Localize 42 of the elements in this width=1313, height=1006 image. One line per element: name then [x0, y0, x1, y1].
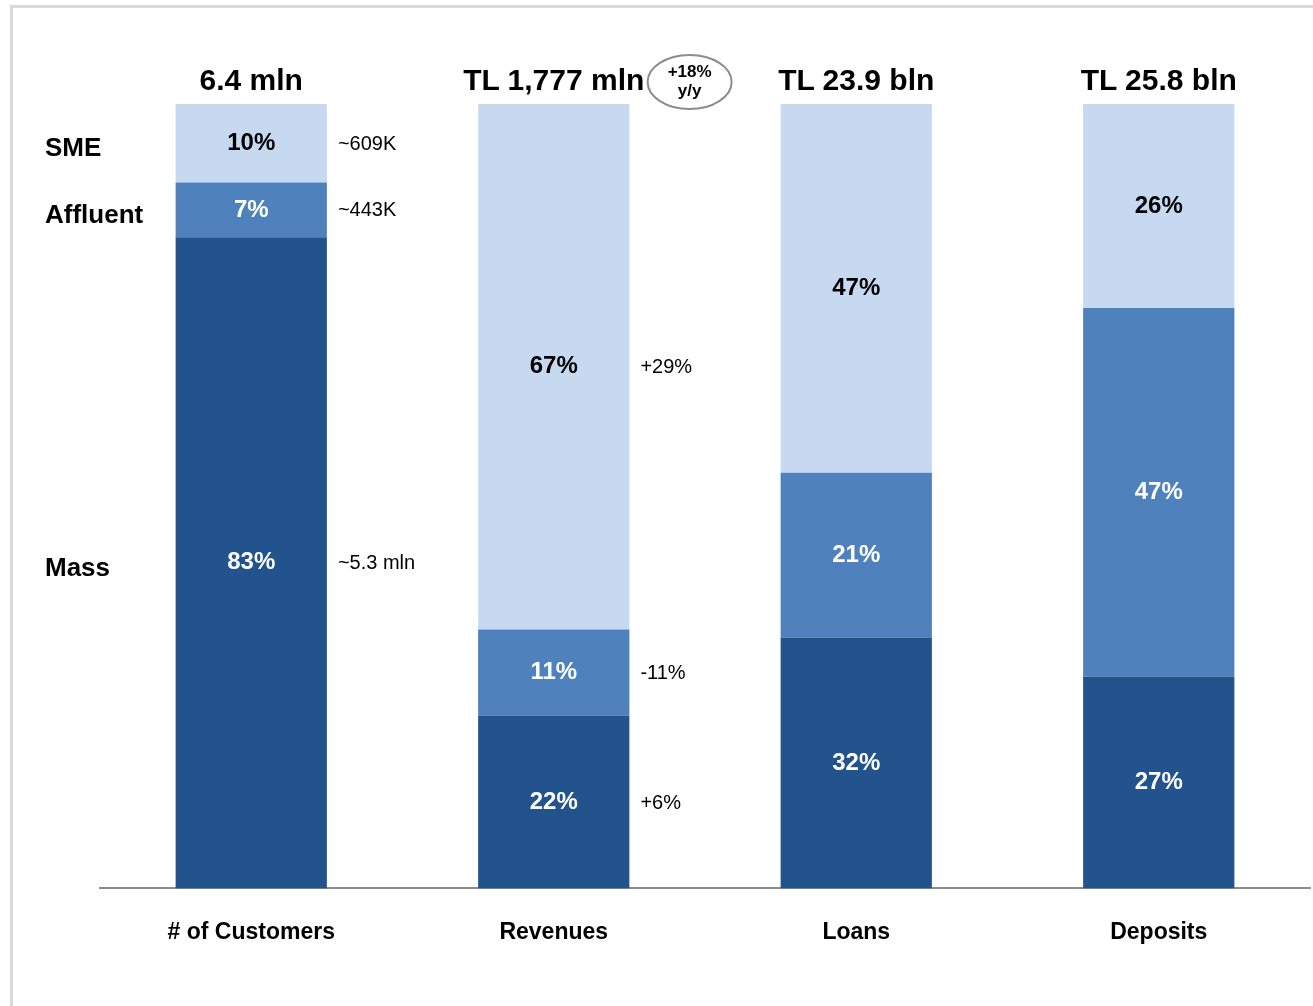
data-label: 26% [1134, 190, 1183, 218]
text: SME [45, 132, 102, 163]
bar [175, 104, 327, 183]
text: TL 25.8 bln [1080, 63, 1237, 97]
data-label: 47% [832, 272, 881, 300]
data-label: 83% [227, 547, 276, 575]
data-label: 7% [233, 194, 269, 222]
data-label: 11% [530, 657, 578, 685]
annotation: ~443K [337, 198, 397, 221]
annotation: ~609K [337, 131, 397, 154]
text: TL 1,777 mln [463, 63, 645, 97]
bar [175, 182, 327, 238]
bar [780, 637, 932, 889]
annotation: ~5.3 mln [337, 551, 416, 574]
bar [780, 104, 932, 473]
data-label: 32% [832, 747, 881, 775]
bar [780, 472, 932, 638]
text: +18% y/y [667, 62, 712, 101]
series-label: Affluent [45, 199, 144, 230]
text: TL 23.9 bln [778, 63, 935, 97]
bar [478, 629, 630, 716]
x-tick-label: Deposits [1110, 917, 1208, 944]
bar [1083, 676, 1235, 889]
data-label: 10% [227, 127, 276, 155]
data-label: 67% [529, 351, 578, 379]
text: Mass [45, 552, 111, 583]
annotation: -11% [640, 661, 686, 684]
annotation: +6% [640, 790, 682, 813]
bar [1083, 307, 1235, 677]
data-label: 47% [1134, 476, 1183, 504]
bar [478, 104, 630, 630]
bar [175, 237, 327, 889]
x-tick-label: Loans [822, 917, 891, 944]
text: 6.4 mln [199, 63, 303, 97]
x-tick-label: Revenues [499, 917, 609, 944]
data-label: 22% [529, 786, 578, 814]
data-label: 21% [832, 539, 881, 567]
x-tick-label: # of Customers [167, 917, 335, 944]
bar [478, 715, 630, 889]
bar [1083, 104, 1235, 308]
data-label: 27% [1134, 767, 1183, 795]
annotation: +29% [640, 355, 693, 378]
